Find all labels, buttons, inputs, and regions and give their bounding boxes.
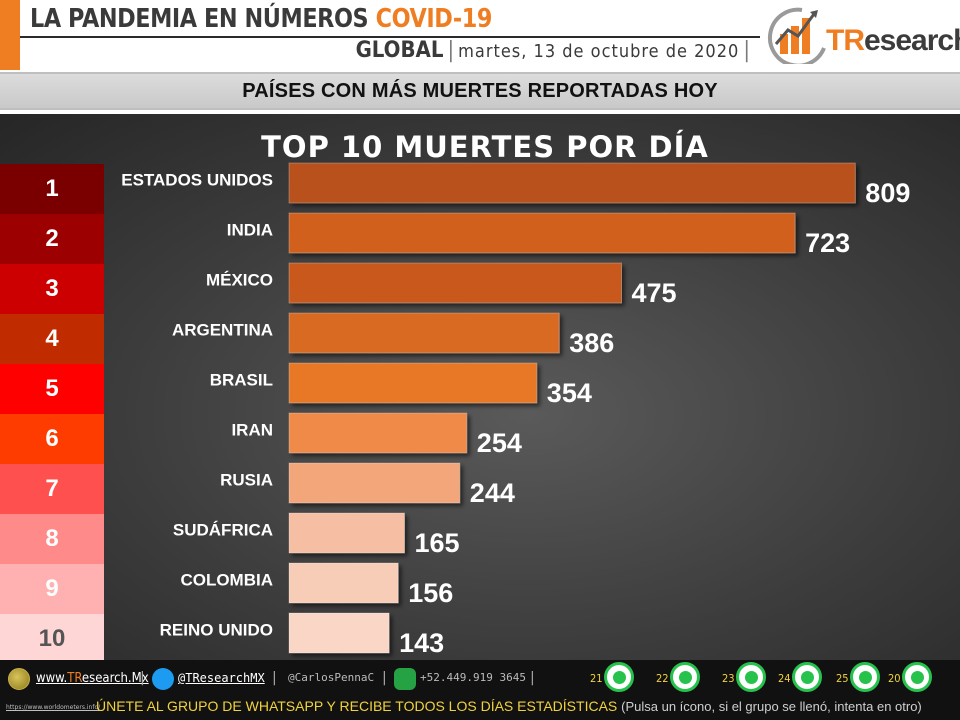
website-suffix: esearch.Mx xyxy=(81,671,149,686)
logo-wordmark-prefix: TR xyxy=(826,24,865,57)
whatsapp-group-button[interactable]: 20 xyxy=(888,662,948,692)
whatsapp-icon xyxy=(902,662,932,692)
value-label: 475 xyxy=(632,278,677,308)
footer-separator: | xyxy=(382,670,387,686)
page-title: LA PANDEMIA EN NÚMEROS COVID-19 xyxy=(30,4,492,34)
website-prefix: www. xyxy=(36,671,68,686)
category-label: BRASIL xyxy=(210,370,273,389)
bar-chart: ESTADOS UNIDOS 809 INDIA 723 MÉXICO 475 ARGENT… xyxy=(121,162,910,658)
category-label: IRAN xyxy=(231,420,273,439)
bar xyxy=(288,212,796,254)
value-label: 143 xyxy=(399,628,444,658)
header-accent-stripe xyxy=(0,0,20,70)
whatsapp-group-button[interactable]: 22 xyxy=(656,662,716,692)
rank-cell: 5 xyxy=(0,364,104,414)
source-link[interactable]: https://www.worldometers.info/ xyxy=(6,704,101,711)
value-label: 254 xyxy=(477,428,522,458)
rank-cell: 1 xyxy=(0,164,104,214)
category-label: INDIA xyxy=(227,220,273,239)
whatsapp-group-number: 20 xyxy=(888,672,901,685)
value-label: 386 xyxy=(569,328,614,358)
rank-cell: 9 xyxy=(0,564,104,614)
subtitle-separator: | xyxy=(447,38,455,63)
category-label: ARGENTINA xyxy=(172,320,273,339)
logo-wordmark-suffix: esearch xyxy=(864,24,960,57)
whatsapp-cta: ÚNETE AL GRUPO DE WHATSAPP Y RECIBE TODO… xyxy=(96,698,922,714)
whatsapp-group-number: 22 xyxy=(656,672,669,685)
section-title: PAÍSES CON MÁS MUERTES REPORTADAS HOY xyxy=(242,79,718,102)
rank-cell: 10 xyxy=(0,614,104,664)
value-label: 244 xyxy=(470,478,515,508)
report-date: martes, 13 de octubre de 2020 xyxy=(458,41,740,62)
bar xyxy=(288,612,390,654)
category-label: MÉXICO xyxy=(206,270,273,289)
whatsapp-icon xyxy=(670,662,700,692)
rank-cell: 4 xyxy=(0,314,104,364)
section-bar: PAÍSES CON MÁS MUERTES REPORTADAS HOY xyxy=(0,72,960,110)
value-label: 165 xyxy=(415,528,460,558)
category-label: ESTADOS UNIDOS xyxy=(121,170,273,189)
scope-label: GLOBAL xyxy=(355,38,444,63)
value-label: 354 xyxy=(547,378,592,408)
whatsapp-group-button[interactable]: 25 xyxy=(836,662,896,692)
phone-number: +52.449.919 3645 xyxy=(420,671,526,684)
rank-cell: 2 xyxy=(0,214,104,264)
whatsapp-icon xyxy=(604,662,634,692)
bar xyxy=(288,262,622,304)
whatsapp-group-number: 24 xyxy=(778,672,791,685)
header-subtitle: GLOBAL | martes, 13 de octubre de 2020 | xyxy=(356,38,754,63)
chart-title: TOP 10 MUERTES POR DÍA xyxy=(261,130,709,164)
rank-cell: 8 xyxy=(0,514,104,564)
value-label: 156 xyxy=(408,578,453,608)
whatsapp-group-number: 25 xyxy=(836,672,849,685)
rank-cell: 3 xyxy=(0,264,104,314)
footer-separator: | xyxy=(140,670,145,686)
whatsapp-cta-note: (Pulsa un ícono, si el grupo se llenó, i… xyxy=(621,699,922,714)
logo-chart-icon xyxy=(767,7,826,68)
whatsapp-phone-icon[interactable] xyxy=(394,668,416,690)
whatsapp-icon xyxy=(792,662,822,692)
whatsapp-icon xyxy=(736,662,766,692)
category-label: REINO UNIDO xyxy=(160,620,273,639)
whatsapp-group-number: 21 xyxy=(590,672,603,685)
bar xyxy=(288,312,560,354)
whatsapp-group-button[interactable]: 23 xyxy=(722,662,782,692)
website-link[interactable]: www.TResearch.Mx xyxy=(36,671,149,686)
bar xyxy=(288,412,468,454)
footer-contacts: www.TResearch.Mx | @TResearchMX | @Carlo… xyxy=(0,660,960,694)
whatsapp-icon xyxy=(850,662,880,692)
whatsapp-group-button[interactable]: 24 xyxy=(778,662,838,692)
whatsapp-cta-main: ÚNETE AL GRUPO DE WHATSAPP Y RECIBE TODO… xyxy=(96,698,618,714)
globe-icon xyxy=(8,668,30,690)
bar xyxy=(288,512,405,554)
rank-cell: 6 xyxy=(0,414,104,464)
website-brand: TR xyxy=(67,671,82,686)
twitter-icon[interactable] xyxy=(152,668,174,690)
bar xyxy=(288,362,538,404)
footer: www.TResearch.Mx | @TResearchMX | @Carlo… xyxy=(0,660,960,720)
secondary-handle: @CarlosPennaC xyxy=(288,671,375,684)
footer-separator: | xyxy=(272,670,277,686)
tresearch-logo[interactable]: TResearch xyxy=(766,4,960,68)
page-title-highlight: COVID-19 xyxy=(375,4,493,34)
whatsapp-group-button[interactable]: 21 xyxy=(590,662,650,692)
category-label: RUSIA xyxy=(220,470,273,489)
value-label: 723 xyxy=(805,228,850,258)
header-divider xyxy=(20,36,760,38)
footer-separator: | xyxy=(530,670,535,686)
bar xyxy=(288,462,461,504)
bar xyxy=(288,162,856,204)
rank-cell: 7 xyxy=(0,464,104,514)
twitter-handle-link[interactable]: @TResearchMX xyxy=(178,671,265,685)
category-label: SUDÁFRICA xyxy=(173,520,273,539)
footer-cta: https://www.worldometers.info/ ÚNETE AL … xyxy=(0,696,960,718)
category-label: COLOMBIA xyxy=(180,570,273,589)
whatsapp-group-number: 23 xyxy=(722,672,735,685)
logo-wordmark: TResearch xyxy=(826,24,960,58)
bar xyxy=(288,562,399,604)
page-title-main: LA PANDEMIA EN NÚMEROS xyxy=(30,4,376,34)
header: LA PANDEMIA EN NÚMEROS COVID-19 GLOBAL | m… xyxy=(0,0,960,70)
value-label: 809 xyxy=(865,178,910,208)
subtitle-trailing-separator: | xyxy=(743,38,750,63)
